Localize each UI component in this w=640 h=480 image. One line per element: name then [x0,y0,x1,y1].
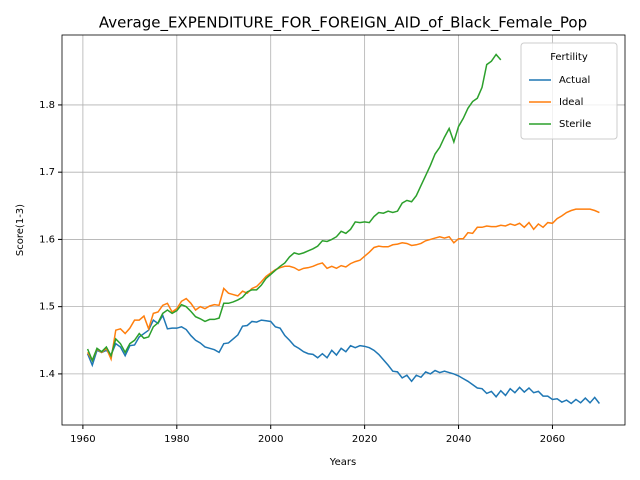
legend-title: Fertility [550,52,588,63]
x-tick-label: 2000 [258,434,283,445]
line-series [86,313,601,405]
x-tick-label: 2020 [352,434,377,445]
legend-box [520,42,618,140]
y-tick-label: 1.8 [39,100,55,111]
x-tick-label: 1980 [164,434,189,445]
y-tick-label: 1.4 [39,369,55,380]
legend-label: Actual [559,75,590,86]
y-tick-label: 1.5 [39,302,55,313]
x-tick-label: 2040 [446,434,471,445]
chart-title: Average_EXPENDITURE_FOR_FOREIGN_AID_of_B… [99,14,587,33]
legend-label: Sterile [559,119,591,130]
y-tick-label: 1.6 [39,234,55,245]
x-tick-label: 2060 [540,434,565,445]
legend-label: Ideal [559,97,583,108]
plot-frame [61,34,626,426]
y-tick-label: 1.7 [39,167,55,178]
line-series [86,53,502,363]
x-axis-label: Years [329,457,356,468]
y-axis-label: Score(1-3) [15,204,26,256]
x-tick-label: 1960 [70,434,95,445]
line-series [86,208,600,363]
